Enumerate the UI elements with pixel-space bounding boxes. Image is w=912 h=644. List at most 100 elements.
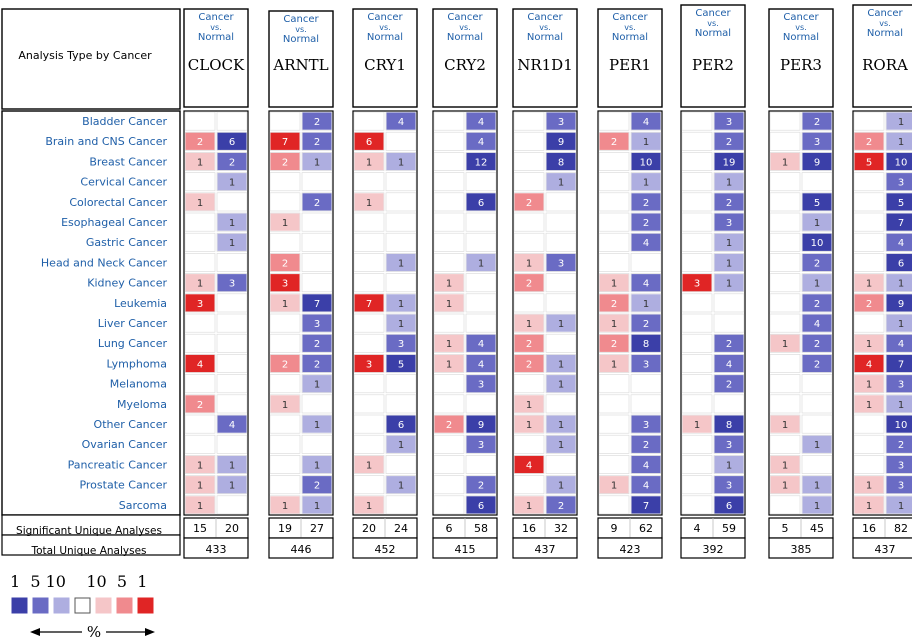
up-cell [434, 415, 464, 433]
up-count: 2 [526, 279, 532, 290]
grid-cell [216, 495, 248, 515]
grid-cell [769, 212, 801, 232]
up-cell [599, 354, 629, 373]
up-cell [599, 294, 629, 312]
down-cell [466, 334, 496, 352]
comparison-label: Cancer [867, 8, 903, 19]
grid-cell [184, 192, 216, 212]
down-count: 10 [895, 420, 908, 431]
grid-cell [598, 313, 630, 333]
grid-cell [713, 475, 745, 495]
grid-cell [216, 152, 248, 171]
grid-cell [769, 131, 801, 151]
down-cell [386, 314, 416, 332]
total-box [432, 537, 498, 559]
down-cell [631, 354, 661, 373]
grid-cell [385, 131, 417, 151]
up-cell [599, 476, 629, 494]
grid-cell [269, 192, 301, 212]
grid-cell [853, 354, 885, 373]
down-cell [714, 496, 744, 514]
grid-cell [385, 434, 417, 454]
grid-cell [301, 172, 333, 192]
down-count: 6 [478, 501, 484, 512]
up-count: 1 [526, 501, 532, 512]
up-cell [514, 193, 544, 211]
down-count: 1 [898, 279, 904, 290]
grid-cell [801, 354, 833, 373]
down-cell [631, 294, 661, 312]
gene-header-box [432, 8, 498, 108]
down-count: 3 [398, 339, 404, 350]
grid-cell [630, 313, 662, 333]
down-cell [386, 253, 416, 272]
total-box [183, 537, 249, 559]
grid-cell [216, 293, 248, 313]
grid-cell [598, 354, 630, 373]
grid-cell [216, 434, 248, 454]
down-count: 3 [726, 117, 732, 128]
down-count: 6 [398, 420, 404, 431]
up-count: 1 [446, 279, 452, 290]
grid-cell [713, 374, 745, 394]
grid-cell [301, 232, 333, 252]
down-count: 3 [558, 258, 564, 269]
down-cell [714, 354, 744, 373]
grid-cell [598, 374, 630, 394]
grid-cell [301, 253, 333, 272]
down-count: 1 [726, 238, 732, 249]
grid-cell [853, 152, 885, 171]
grid-cell [301, 131, 333, 151]
grid-cell [769, 374, 801, 394]
down-count: 2 [314, 359, 320, 370]
up-cell [185, 476, 215, 494]
down-cell [714, 173, 744, 191]
gene-header-box [852, 4, 912, 108]
grid-cell [885, 131, 912, 151]
up-cell [854, 496, 884, 514]
up-cell [599, 314, 629, 332]
grid-cell [598, 111, 630, 131]
grid-cell [853, 495, 885, 515]
grid-cell [184, 495, 216, 515]
grid-cell [681, 455, 713, 474]
down-count: 4 [398, 117, 404, 128]
down-count: 1 [726, 460, 732, 471]
down-cell [714, 334, 744, 352]
grid-cell [885, 212, 912, 232]
significant-analyses-label: Significant Unique Analyses [16, 525, 162, 537]
legend-swatch [11, 597, 28, 614]
grid-cell [853, 172, 885, 192]
down-cell [714, 112, 744, 130]
grid-cell [385, 475, 417, 495]
down-count: 3 [558, 117, 564, 128]
grid-cell [801, 394, 833, 414]
gene-cells-frame [597, 110, 663, 516]
up-count: 1 [866, 501, 872, 512]
comparison-label: Cancer [783, 12, 819, 23]
grid-cell [681, 232, 713, 252]
grid-cell [513, 172, 545, 192]
up-count: 1 [282, 218, 288, 229]
comparison-label: Normal [695, 28, 731, 39]
grid-cell [433, 374, 465, 394]
grid-cell [713, 172, 745, 192]
down-count: 2 [229, 157, 235, 168]
gene-name: ARNTL [272, 56, 328, 74]
up-cell [270, 354, 300, 373]
up-cell [514, 253, 544, 272]
grid-cell [269, 273, 301, 293]
total-count: 437 [875, 543, 896, 556]
up-cell [599, 274, 629, 292]
cancer-label: Head and Neck Cancer [41, 256, 168, 269]
down-count: 5 [814, 198, 820, 209]
down-cell [217, 213, 247, 231]
grid-cell [853, 394, 885, 414]
down-count: 1 [229, 238, 235, 249]
down-cell [546, 314, 576, 332]
up-count: 1 [782, 420, 788, 431]
grid-cell [353, 212, 385, 232]
up-count: 3 [694, 279, 700, 290]
